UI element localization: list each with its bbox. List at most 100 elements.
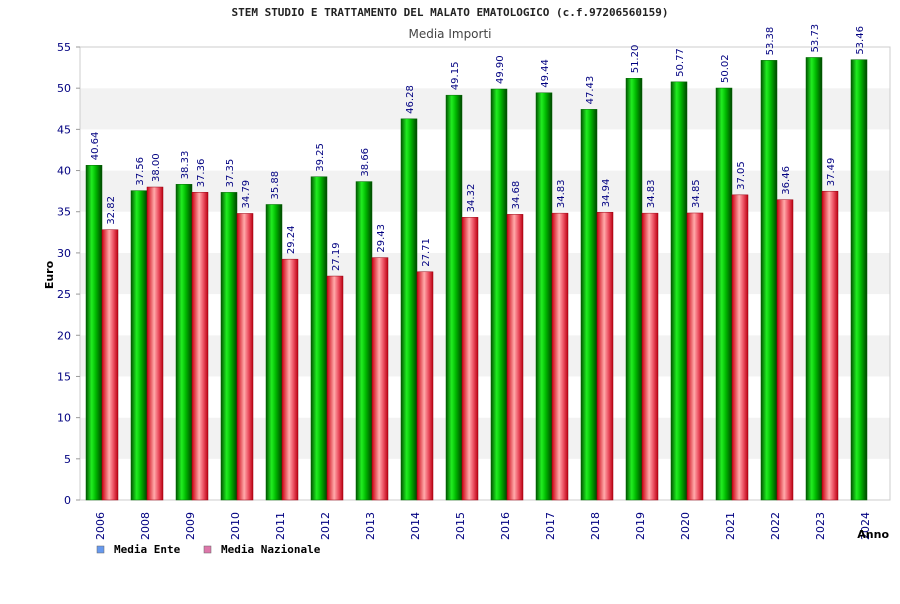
bar-media-ente (850, 59, 868, 501)
x-tick-label: 2018 (589, 512, 602, 540)
data-label: 36.46 (781, 166, 792, 195)
x-tick-label: 2012 (319, 512, 332, 540)
data-label: 37.05 (736, 161, 747, 190)
x-tick-label: 2011 (274, 512, 287, 540)
data-label: 37.35 (225, 159, 236, 188)
legend-label: Media Ente (114, 543, 181, 556)
bar-media-ente (355, 181, 373, 501)
bars: 40.64 32.82 37.56 38.00 38.33 37.36 37.35 34.79… (85, 24, 868, 501)
y-tick-label: 10 (57, 412, 71, 425)
data-label: 40.64 (90, 132, 101, 161)
bar-media-ente (445, 94, 463, 501)
x-tick-label: 2020 (679, 512, 692, 540)
y-tick-label: 0 (64, 494, 71, 507)
data-label: 53.73 (810, 24, 821, 53)
bar-media-nazionale (101, 229, 119, 501)
bar-media-ente (85, 165, 103, 501)
grid-band (80, 211, 890, 253)
data-label: 53.46 (855, 26, 866, 55)
bar-media-nazionale (146, 186, 164, 501)
y-tick-label: 25 (57, 288, 71, 301)
bar-media-ente (490, 88, 508, 501)
bar-media-ente (535, 92, 553, 501)
data-label: 27.71 (421, 238, 432, 267)
x-tick-label: 2017 (544, 512, 557, 540)
grid-band (80, 294, 890, 336)
grid-band (80, 376, 890, 418)
legend-swatch (96, 545, 105, 554)
data-label: 49.90 (495, 55, 506, 84)
x-tick-label: 2014 (409, 512, 422, 540)
bar-media-nazionale (281, 258, 299, 501)
data-label: 34.83 (556, 179, 567, 208)
data-label: 34.85 (691, 179, 702, 208)
data-label: 27.19 (331, 242, 342, 271)
y-axis-label: Euro (43, 260, 56, 289)
x-tick-label: 2010 (229, 512, 242, 540)
data-label: 37.36 (196, 159, 207, 188)
y-tick-label: 50 (57, 82, 71, 95)
plot-frame (79, 46, 891, 501)
data-label: 46.28 (405, 85, 416, 114)
bar-media-nazionale (596, 211, 614, 501)
data-label: 38.66 (360, 148, 371, 177)
bar-media-ente (175, 184, 193, 501)
bar-media-nazionale (326, 275, 344, 501)
bar-media-ente (265, 204, 283, 501)
bar-media-ente (400, 118, 418, 501)
legend-label: Media Nazionale (221, 543, 321, 556)
grid-band (80, 252, 890, 295)
x-axis-label: Anno (857, 528, 889, 541)
data-label: 47.43 (585, 76, 596, 105)
bar-media-nazionale (641, 212, 659, 501)
data-label: 34.83 (646, 179, 657, 208)
x-tick-label: 2008 (139, 512, 152, 540)
x-tick-label: 2022 (769, 512, 782, 540)
chart-title: STEM STUDIO E TRATTAMENTO DEL MALATO EMA… (231, 6, 668, 19)
x-tick-label: 2024 (859, 512, 872, 540)
y-tick-label: 35 (57, 206, 71, 219)
bar-media-nazionale (551, 212, 569, 501)
data-label: 35.88 (270, 171, 281, 200)
y-tick-label: 15 (57, 370, 71, 383)
bar-media-ente (670, 81, 688, 501)
x-axis-ticks: 2006 2008 2009 2010 2011 2012 2013 2014 2015 2016… (94, 512, 872, 540)
bar-media-ente (580, 109, 598, 501)
data-label: 34.32 (466, 184, 477, 213)
grid-band (80, 417, 890, 459)
legend-swatch (203, 545, 212, 554)
grid-band (80, 47, 890, 89)
data-label: 50.02 (720, 54, 731, 83)
grid-band (80, 88, 890, 130)
bar-media-nazionale (821, 190, 839, 501)
bar-media-ente (805, 57, 823, 501)
bar-media-nazionale (686, 212, 704, 501)
x-tick-label: 2009 (184, 512, 197, 540)
data-label: 32.82 (106, 196, 117, 225)
bar-media-nazionale (731, 194, 749, 501)
data-label: 49.15 (450, 62, 461, 91)
data-label: 34.79 (241, 180, 252, 209)
data-label: 50.77 (675, 48, 686, 77)
bar-media-ente (130, 190, 148, 501)
bar-media-nazionale (371, 257, 389, 501)
data-label: 34.94 (601, 179, 612, 208)
data-label: 29.43 (376, 224, 387, 253)
data-label: 29.24 (286, 226, 297, 255)
grid-band (80, 170, 890, 212)
data-label: 37.56 (135, 157, 146, 186)
bar-media-nazionale (506, 214, 524, 501)
bar-media-ente (760, 60, 778, 501)
x-tick-label: 2013 (364, 512, 377, 540)
chart-subtitle: Media Importi (408, 27, 491, 41)
bar-media-nazionale (461, 217, 479, 501)
data-label: 51.20 (630, 45, 641, 74)
bar-media-nazionale (191, 192, 209, 501)
y-tick-label: 30 (57, 247, 71, 260)
bar-media-ente (220, 192, 238, 501)
bar-media-nazionale (236, 213, 254, 501)
plot-background (79, 46, 891, 501)
legend: Media Ente Media Nazionale (96, 543, 321, 556)
y-axis-ticks: 0 5 10 15 20 25 30 35 40 45 50 55 (57, 41, 80, 507)
